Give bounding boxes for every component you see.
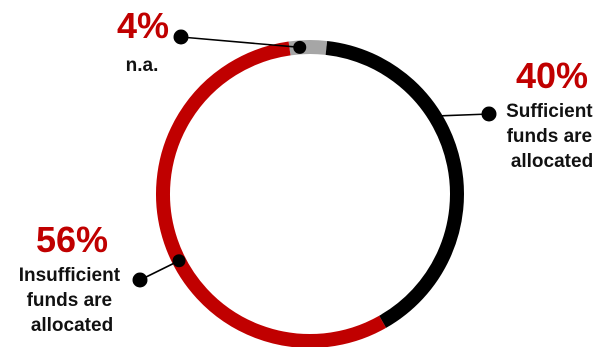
leader-label-dot-sufficient xyxy=(481,106,497,122)
slice-label-na: n.a. xyxy=(126,55,159,76)
donut-slices xyxy=(156,40,464,347)
donut-slice-insufficient xyxy=(156,41,387,347)
leader-ring-dot-insufficient xyxy=(172,254,186,268)
slice-label-sufficient: Sufficient funds are allocated xyxy=(506,101,598,172)
leader-ring-dot-na xyxy=(293,40,307,54)
donut-slice-na xyxy=(288,40,328,56)
leader-label-dot-insufficient xyxy=(132,272,148,288)
leader-lines xyxy=(132,29,497,288)
slice-percent-sufficient: 40% xyxy=(516,55,588,96)
leader-label-dot-na xyxy=(173,29,189,45)
leader-line-sufficient xyxy=(434,113,490,117)
donut-slice-sufficient xyxy=(325,40,464,328)
leader-ring-dot-sufficient xyxy=(428,109,442,123)
slice-percent-na: 4% xyxy=(117,5,169,46)
leader-line-na xyxy=(180,36,300,49)
slice-percent-insufficient: 56% xyxy=(36,219,108,260)
slice-label-insufficient: Insufficient funds are allocated xyxy=(19,265,126,336)
